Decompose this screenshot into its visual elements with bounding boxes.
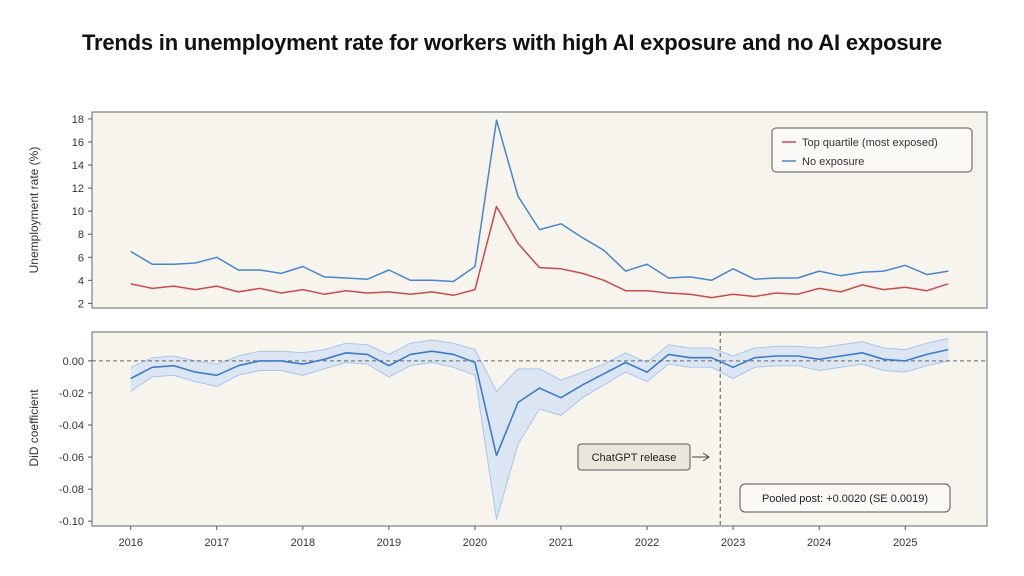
x-tick-label: 2021 (549, 537, 573, 549)
bottom-y-tick-label: 0.00 (63, 356, 84, 368)
top-y-axis: 2 4 6 8 10 12 14 16 18 (72, 114, 92, 310)
bottom-y-tick-label: -0.04 (59, 420, 84, 432)
pooled-post-box (739, 483, 951, 513)
chart-title: Trends in unemployment rate for workers … (81, 30, 943, 55)
bottom-y-axis: 0.00 -0.02 -0.04 -0.06 -0.08 -0.10 (59, 356, 92, 528)
chatgpt-release-label: ChatGPT release (592, 452, 677, 464)
top-y-axis-label: Unemployment rate (%) (27, 147, 41, 274)
top-y-tick-label: 12 (72, 183, 84, 195)
legend-box (771, 127, 973, 173)
top-series-line-0 (130, 205, 949, 299)
bottom-y-tick-label: -0.10 (59, 516, 84, 528)
x-tick-label: 2025 (893, 537, 917, 549)
x-tick-label: 2024 (807, 537, 831, 549)
confidence-band-upper (130, 337, 949, 393)
x-tick-label: 2016 (118, 537, 142, 549)
top-y-tick-label: 6 (78, 252, 84, 264)
bottom-y-axis-label: DiD coefficient (27, 389, 41, 467)
x-axis: 2016 2017 2018 2019 2020 2021 2022 2023 2024 2025 (118, 526, 917, 549)
bottom-y-tick-label: -0.02 (59, 388, 84, 400)
x-tick-label: 2017 (205, 537, 229, 549)
chatgpt-release-box (577, 443, 691, 471)
top-y-tick-label: 2 (78, 298, 84, 310)
top-y-tick-label: 18 (72, 114, 84, 126)
bottom-y-tick-label: -0.08 (59, 484, 84, 496)
chatgpt-release-arrowhead (702, 452, 710, 462)
top-y-tick-label: 16 (72, 137, 84, 149)
top-y-tick-label: 10 (72, 206, 84, 218)
pooled-post-label: Pooled post: +0.0020 (SE 0.0019) (762, 493, 928, 505)
legend: Top quartile (most exposed) No exposure (771, 127, 973, 173)
x-tick-label: 2022 (635, 537, 659, 549)
confidence-band (130, 338, 949, 520)
top-series-line-1 (130, 119, 949, 283)
confidence-band-lower (130, 360, 949, 520)
x-tick-label: 2023 (721, 537, 745, 549)
x-tick-label: 2019 (377, 537, 401, 549)
top-series-group (130, 119, 949, 299)
bottom-y-tick-label: -0.06 (59, 452, 84, 464)
top-y-tick-label: 14 (72, 160, 84, 172)
pooled-post-annotation: Pooled post: +0.0020 (SE 0.0019) (739, 483, 951, 513)
chatgpt-release-annotation: ChatGPT release (577, 443, 710, 471)
top-y-tick-label: 8 (78, 229, 84, 241)
legend-label-top-quartile: Top quartile (most exposed) (802, 137, 938, 149)
legend-label-no-exposure: No exposure (802, 156, 864, 168)
x-tick-label: 2018 (291, 537, 315, 549)
bottom-series-group (92, 332, 987, 526)
did-coefficient-line (130, 348, 949, 457)
x-tick-label: 2020 (463, 537, 487, 549)
top-y-tick-label: 4 (78, 275, 84, 287)
